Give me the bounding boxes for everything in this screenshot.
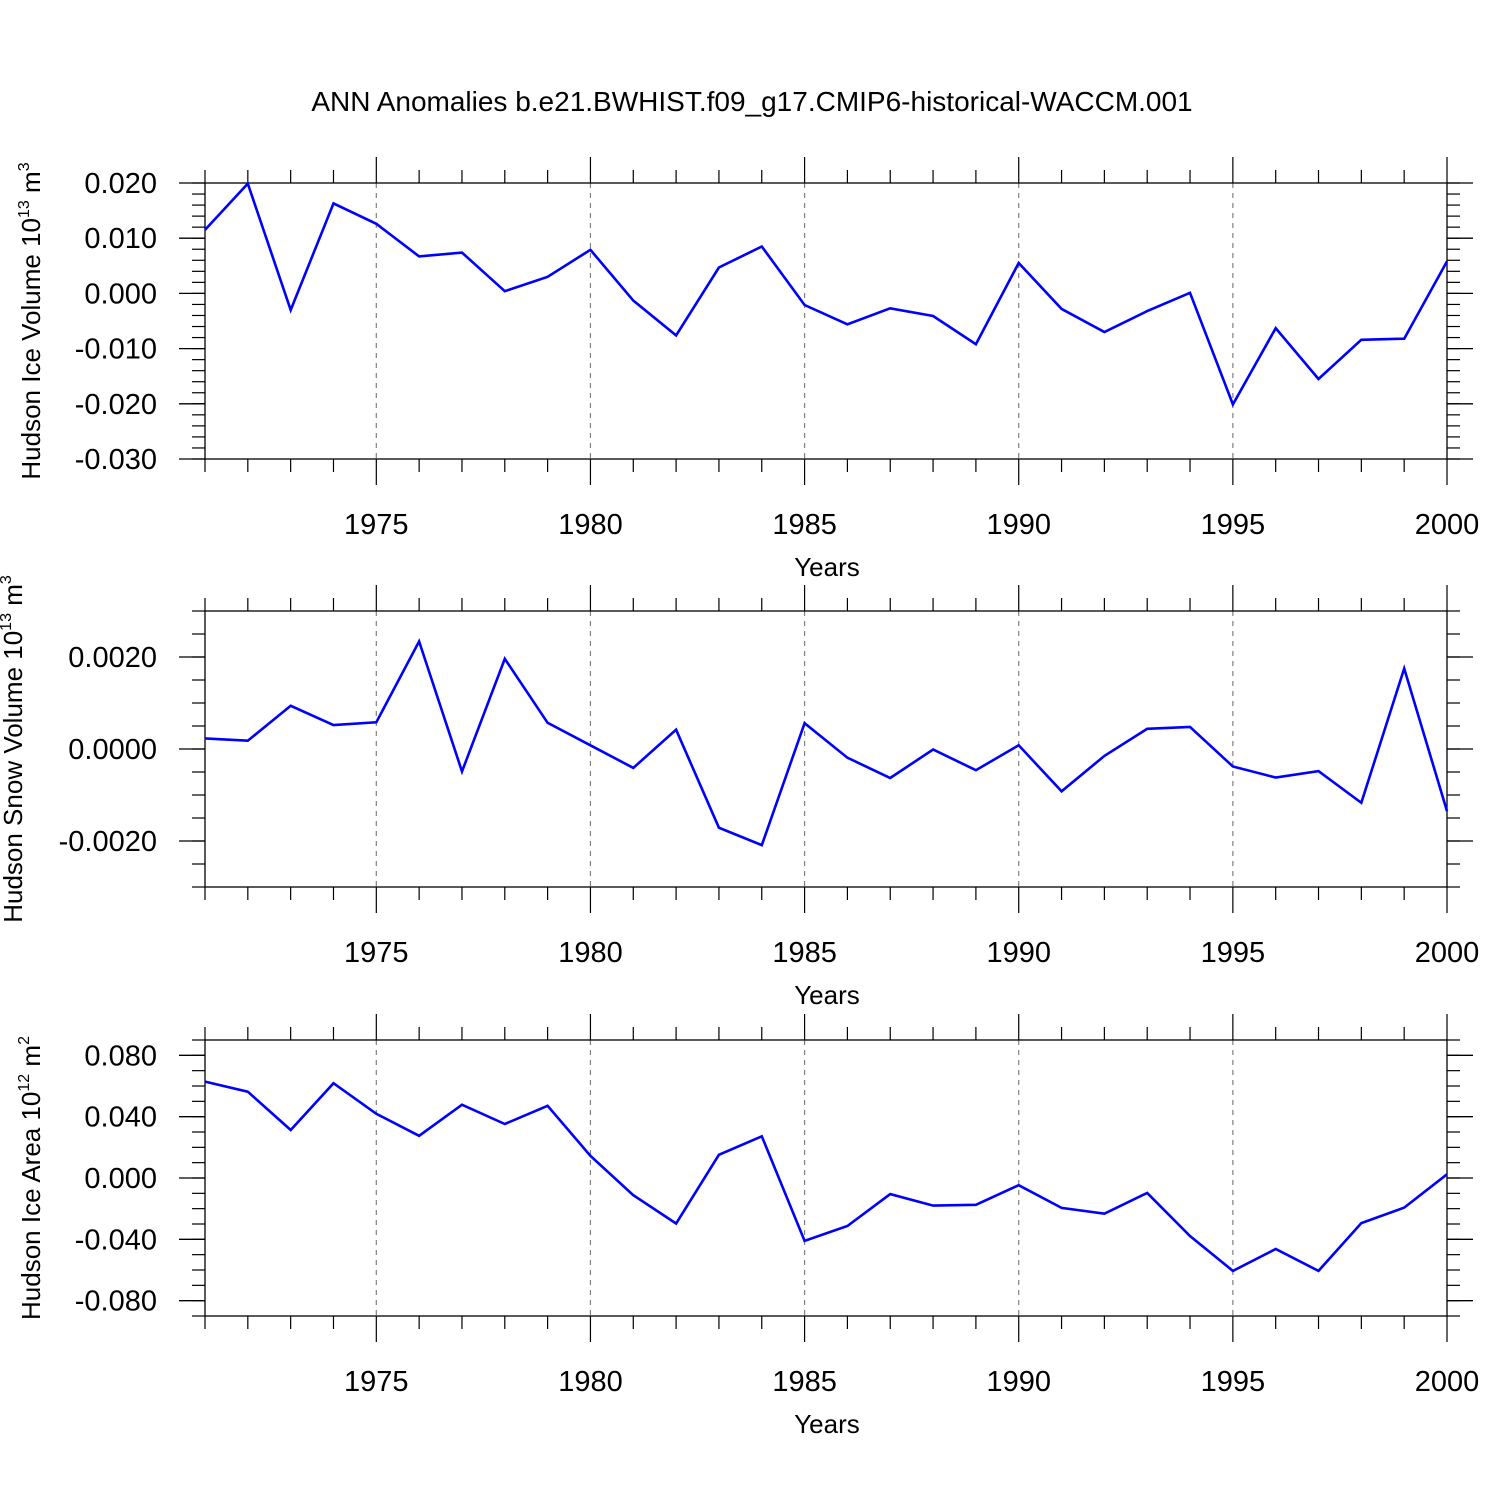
y-axis-title: Hudson Ice Volume 1013 m3: [16, 162, 46, 479]
data-series-line: [204, 181, 1449, 408]
y-tick-label: 0.040: [84, 1102, 157, 1134]
chart-panels: 0.020 0.010 0.000 -0.010 -0.020 -0.030 1975 198…: [0, 157, 1479, 1439]
x-tick-label: 1975: [344, 937, 409, 969]
data-series-line: [204, 1080, 1448, 1273]
data-series-line: [204, 638, 1449, 847]
y-tick-label: 0.0000: [68, 734, 157, 766]
y-tick-label: -0.040: [75, 1224, 157, 1256]
x-tick-label: 1975: [344, 509, 409, 541]
x-tick-label: 1990: [986, 509, 1051, 541]
y-axis-title: Hudson Ice Area 1012 m2: [16, 1036, 46, 1320]
chart-title: ANN Anomalies b.e21.BWHIST.f09_g17.CMIP6…: [311, 86, 1192, 117]
x-tick-label: 2000: [1415, 509, 1480, 541]
x-tick-label: 1985: [772, 1366, 837, 1398]
panel-1: 0.020 0.010 0.000 -0.010 -0.020 -0.030 1975 198…: [16, 157, 1479, 582]
y-tick-label: 0.0020: [68, 642, 157, 674]
y-tick-label: -0.010: [75, 334, 157, 366]
x-tick-label: 1980: [558, 509, 623, 541]
y-tick-label: -0.020: [75, 389, 157, 421]
y-tick-label: 0.080: [84, 1040, 157, 1072]
x-axis-title: Years: [794, 980, 860, 1010]
y-tick-label: 0.000: [84, 1163, 157, 1195]
y-axis-title: Hudson Snow Volume 1013 m3: [0, 575, 28, 923]
x-axis-title: Years: [794, 552, 860, 582]
y-tick-label: 0.010: [84, 223, 157, 255]
panel-2: 0.0020 0.0000 -0.0020 1975 1980 1985 1990 1995 2…: [0, 575, 1479, 1010]
plot-frame: [204, 1039, 1448, 1317]
x-tick-label: 1995: [1201, 509, 1266, 541]
x-tick-label: 1995: [1201, 1366, 1266, 1398]
x-tick-label: 1995: [1201, 937, 1266, 969]
x-axis-title: Years: [794, 1409, 860, 1439]
x-tick-label: 2000: [1415, 1366, 1480, 1398]
x-tick-label: 1990: [986, 1366, 1051, 1398]
y-tick-label: -0.030: [75, 444, 157, 476]
x-tick-label: 2000: [1415, 937, 1480, 969]
panel-3: 0.080 0.040 0.000 -0.040 -0.080 1975 1980 1985 1…: [16, 1014, 1479, 1439]
x-tick-label: 1985: [772, 937, 837, 969]
x-tick-label: 1975: [344, 1366, 409, 1398]
x-tick-label: 1980: [558, 1366, 623, 1398]
x-tick-label: 1985: [772, 509, 837, 541]
x-tick-label: 1990: [986, 937, 1051, 969]
y-tick-label: 0.000: [84, 278, 157, 310]
y-tick-label: -0.080: [75, 1286, 157, 1318]
y-tick-label: -0.0020: [59, 826, 157, 858]
x-tick-label: 1980: [558, 937, 623, 969]
y-tick-label: 0.020: [84, 168, 157, 200]
plot-frame: [204, 610, 1448, 888]
plot-frame: [204, 182, 1448, 460]
